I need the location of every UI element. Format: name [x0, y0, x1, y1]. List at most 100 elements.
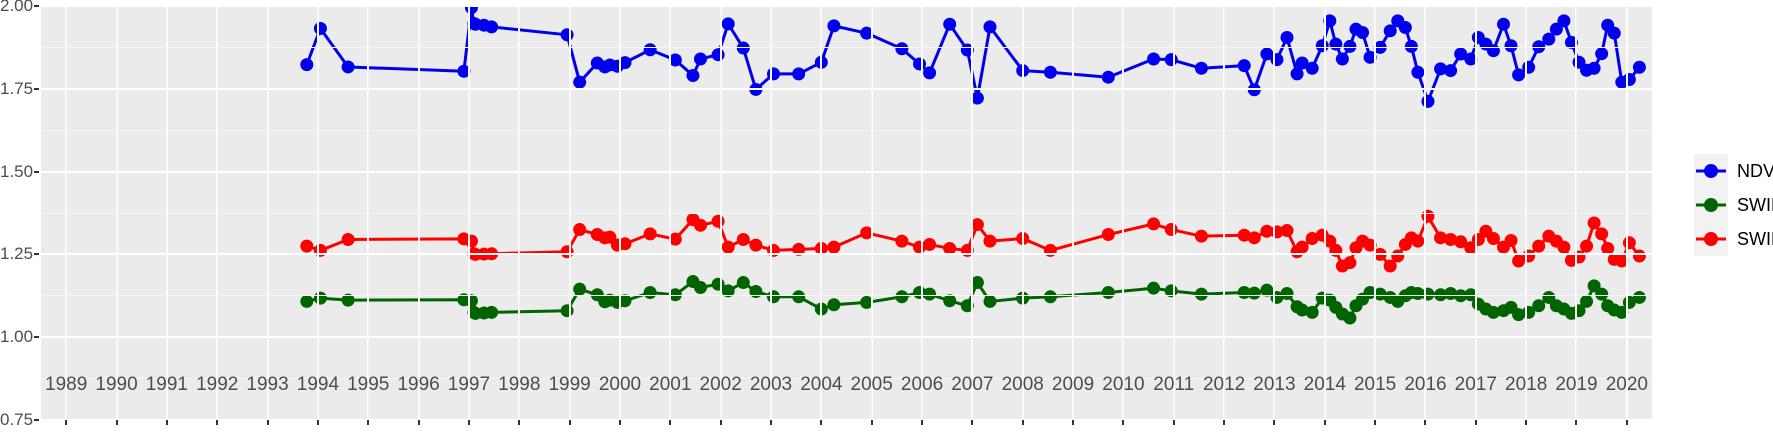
data-point: [1237, 228, 1251, 242]
data-point: [1444, 233, 1458, 246]
x-axis-tick-mark: [1323, 420, 1326, 425]
data-point: [1101, 285, 1115, 299]
data-point: [749, 284, 763, 298]
data-point: [970, 91, 984, 105]
data-point: [1280, 224, 1294, 238]
gridline: [1173, 6, 1175, 420]
data-point: [485, 305, 499, 319]
data-point: [1295, 56, 1309, 70]
data-point: [1343, 256, 1357, 270]
x-axis-tick-label: 2014: [1303, 374, 1346, 395]
legend-item-swir1[interactable]: SWIR1: [1694, 222, 1773, 256]
data-point: [300, 294, 314, 308]
data-point: [1486, 305, 1500, 319]
data-point: [1464, 288, 1478, 302]
x-axis-tick-label: 2002: [699, 374, 742, 395]
data-point: [1295, 240, 1309, 254]
data-point: [1512, 254, 1526, 268]
data-point: [1434, 231, 1448, 245]
data-point: [1335, 52, 1349, 66]
legend-item-swir2[interactable]: SWIR2: [1694, 188, 1773, 222]
x-axis-tick-mark: [769, 420, 772, 425]
data-point: [573, 223, 587, 237]
data-point: [1622, 73, 1636, 87]
gridline: [1625, 6, 1628, 420]
x-axis-tick-label: 1999: [548, 374, 591, 395]
data-point: [1305, 61, 1319, 75]
data-point: [1247, 231, 1261, 245]
data-point: [1464, 241, 1478, 255]
data-point: [970, 276, 984, 290]
x-axis-tick-mark: [1122, 420, 1125, 425]
x-axis-tick-mark: [921, 420, 924, 425]
series-swir2: [300, 275, 1646, 325]
gridline: [216, 6, 218, 420]
x-axis-tick-mark: [115, 420, 118, 425]
x-axis-tick-mark: [1172, 420, 1175, 425]
gridline: [367, 6, 369, 420]
data-point: [1595, 47, 1609, 61]
legend-label: SWIR2: [1737, 194, 1773, 215]
data-point: [485, 20, 499, 34]
data-point: [1587, 61, 1601, 75]
data-point: [1363, 238, 1377, 252]
data-point: [1434, 288, 1448, 302]
x-axis-tick-label: 2009: [1051, 374, 1095, 395]
legend-item-ndvi[interactable]: NDVI: [1694, 154, 1773, 188]
y-axis-tick-label: 1.75: [0, 78, 34, 98]
gridline: [518, 6, 520, 420]
data-point: [1632, 249, 1646, 263]
data-point: [560, 304, 574, 318]
data-point: [860, 226, 874, 240]
data-point: [1280, 286, 1294, 300]
x-axis-tick-mark: [1021, 420, 1024, 425]
data-point: [1101, 228, 1115, 242]
data-point: [1496, 17, 1510, 31]
x-axis-tick-label: 2010: [1102, 374, 1145, 395]
gridline: [116, 6, 118, 420]
data-point: [1305, 305, 1319, 319]
x-axis-tick-mark: [266, 420, 269, 425]
x-axis-tick-mark: [417, 420, 420, 425]
data-point: [1486, 232, 1500, 245]
data-point: [1542, 32, 1556, 46]
legend-key-icon: [1694, 154, 1728, 188]
x-axis-tick-label: 2001: [649, 374, 692, 395]
gridline: [418, 6, 420, 420]
data-point: [300, 239, 314, 253]
data-point: [1383, 259, 1397, 273]
data-point: [618, 237, 632, 251]
legend-label: SWIR1: [1737, 228, 1773, 249]
y-axis-tick-label: 2.00: [0, 0, 34, 15]
data-point: [1512, 308, 1526, 322]
x-axis-tick-label: 1995: [347, 374, 390, 395]
data-point: [736, 233, 750, 246]
gridline: [1022, 6, 1024, 420]
x-axis-tick-label: 2005: [850, 374, 893, 395]
data-point: [1421, 287, 1435, 301]
data-point: [970, 218, 984, 232]
data-point: [341, 60, 355, 74]
x-axis-tick-mark: [1223, 420, 1226, 425]
data-point: [1622, 236, 1636, 250]
data-point: [711, 48, 725, 62]
data-point: [1522, 249, 1536, 263]
data-point: [721, 284, 735, 298]
gridline: [1424, 6, 1426, 420]
gridline: [871, 6, 873, 420]
gridline: [1525, 6, 1527, 420]
data-point: [1260, 47, 1274, 61]
data-point: [1404, 39, 1418, 53]
data-point: [792, 290, 806, 304]
data-point: [618, 294, 632, 308]
data-point: [1454, 47, 1468, 61]
data-point: [643, 285, 657, 299]
gridline: [770, 6, 772, 420]
x-axis-tick-mark: [618, 420, 621, 425]
data-point: [1411, 234, 1425, 248]
data-point: [960, 299, 974, 313]
data-point: [1607, 26, 1621, 40]
data-point: [923, 237, 937, 251]
data-point: [1532, 299, 1546, 313]
x-axis-tick-label: 1997: [447, 374, 491, 395]
